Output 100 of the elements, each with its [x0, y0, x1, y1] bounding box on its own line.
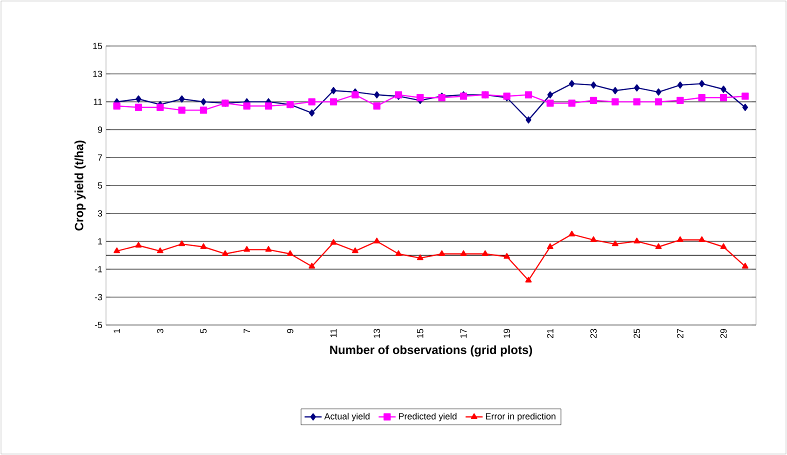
point: [547, 91, 554, 98]
point: [720, 86, 726, 93]
y-axis-title: Crop yield (t/ha): [74, 140, 86, 231]
point: [416, 254, 424, 260]
point: [395, 250, 402, 256]
point: [482, 250, 488, 256]
point: [330, 87, 336, 94]
point: [525, 276, 532, 282]
point: [438, 250, 446, 256]
x-tick-label: 7: [244, 328, 250, 334]
point: [330, 239, 337, 245]
point: [524, 91, 532, 98]
point: [698, 94, 706, 102]
point: [526, 116, 532, 124]
point: [156, 247, 164, 254]
y-tick-label: 5: [98, 182, 102, 189]
point: [698, 236, 706, 242]
point: [200, 243, 207, 249]
y-tick-label: 7: [98, 154, 102, 161]
legend-label: Actual yield: [324, 412, 370, 422]
y-tick-label: 1: [98, 238, 102, 244]
point: [654, 98, 662, 106]
point: [113, 102, 120, 110]
x-tick-label: 5: [200, 328, 207, 334]
point: [634, 238, 640, 244]
point: [243, 102, 250, 110]
point: [264, 102, 272, 110]
point: [286, 250, 294, 256]
y-tick-label: -3: [94, 294, 102, 300]
point: [200, 98, 206, 106]
x-tick-label: 13: [374, 328, 380, 338]
y-tick-label: 3: [98, 210, 102, 217]
point: [676, 236, 684, 242]
x-tick-label: 9: [286, 328, 294, 334]
point: [200, 106, 208, 114]
point: [374, 91, 380, 98]
point: [568, 230, 576, 236]
point: [546, 243, 554, 249]
point: [742, 104, 748, 111]
point: [352, 91, 359, 98]
point: [308, 98, 316, 106]
point: [134, 104, 142, 111]
point: [460, 250, 467, 256]
point: [742, 262, 748, 268]
x-tick-label: 25: [634, 328, 640, 338]
point: [656, 88, 662, 96]
x-tick-label: 15: [417, 328, 424, 338]
point: [655, 243, 662, 249]
point: [178, 95, 185, 103]
point: [677, 81, 684, 89]
point: [222, 250, 228, 256]
x-tick-label: 11: [330, 328, 337, 338]
point: [720, 94, 728, 102]
point: [308, 262, 316, 268]
legend-label: Predicted yield: [398, 412, 456, 422]
point: [676, 96, 684, 104]
point: [590, 81, 596, 89]
x-tick-label: 29: [720, 328, 727, 338]
point: [330, 98, 338, 106]
point: [373, 102, 380, 110]
y-tick-label: 13: [93, 70, 102, 78]
point: [590, 236, 597, 242]
point: [569, 80, 575, 88]
x-tick-label: 1: [114, 328, 120, 333]
point: [178, 106, 186, 114]
point: [178, 240, 186, 246]
y-tick-label: -1: [94, 266, 102, 272]
x-tick-label: 17: [460, 328, 467, 338]
y-tick-label: 9: [98, 126, 102, 133]
point: [352, 247, 358, 254]
point: [416, 94, 424, 102]
x-tick-label: 21: [547, 328, 554, 338]
point: [612, 240, 618, 246]
point: [265, 246, 272, 252]
x-tick-label: 19: [504, 328, 510, 338]
point: [633, 98, 640, 106]
point: [612, 98, 619, 106]
legend-label: Error in prediction: [486, 412, 556, 422]
y-tick-label: 15: [93, 42, 102, 50]
point: [135, 242, 142, 248]
x-tick-label: 3: [156, 328, 164, 334]
point: [612, 87, 618, 94]
point: [742, 92, 749, 100]
x-axis-title: Number of observations (grid plots): [330, 345, 532, 357]
point: [244, 246, 250, 252]
point: [634, 84, 640, 92]
y-tick-label: 11: [94, 98, 102, 105]
point: [308, 109, 315, 117]
point: [156, 104, 164, 111]
point: [546, 100, 554, 107]
point: [136, 95, 142, 103]
y-tick-label: -5: [94, 322, 102, 328]
point: [374, 238, 380, 244]
point: [699, 80, 705, 88]
point: [720, 243, 727, 249]
point: [590, 96, 598, 104]
point: [114, 247, 120, 254]
x-tick-label: 27: [677, 328, 684, 338]
point: [568, 100, 576, 107]
point: [504, 253, 510, 259]
